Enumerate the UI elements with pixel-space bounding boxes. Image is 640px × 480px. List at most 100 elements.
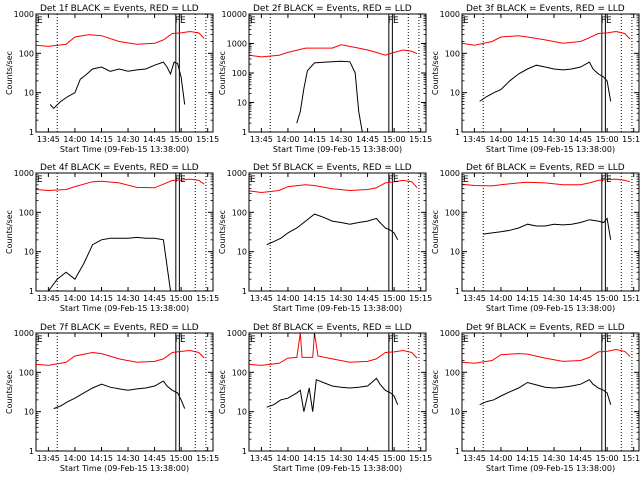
x-tick-label: 14:30 [543, 454, 566, 463]
marker-label: FE [601, 335, 612, 345]
y-tick-label: 1000 [440, 169, 460, 178]
x-tick-label: 14:45 [143, 294, 166, 303]
marker-label: FE [175, 335, 186, 345]
x-axis-label: Start Time (09-Feb-15 13:38:00) [273, 464, 402, 473]
y-tick-label: 1 [29, 447, 34, 456]
x-tick-label: 15:00 [383, 294, 406, 303]
panel-1: Det 1f BLACK = Events, RED = LLD E FE 13:45… [5, 4, 219, 154]
y-axis-label: Counts/sec [218, 51, 227, 95]
y-tick-label: 100 [232, 208, 247, 217]
y-tick-label: 1 [455, 447, 460, 456]
x-axis-label: Start Time (09-Feb-15 13:38:00) [60, 304, 189, 313]
marker-label: E [37, 175, 43, 185]
x-axis-label: Start Time (09-Feb-15 13:38:00) [486, 304, 615, 313]
chart-title: Det 7f BLACK = Events, RED = LLD [40, 323, 199, 333]
x-axis-label: Start Time (09-Feb-15 13:38:00) [486, 145, 615, 154]
x-tick-label: 14:15 [516, 454, 539, 463]
plot-frame [35, 332, 214, 452]
x-tick-label: 14:00 [276, 454, 299, 463]
y-tick-label: 10 [237, 99, 247, 108]
x-tick-label: 13:45 [37, 294, 60, 303]
panel-8: Det 8f BLACK = Events, RED = LLD E FE 13:45… [218, 323, 432, 473]
y-tick-label: 100 [232, 368, 247, 377]
x-tick-label: 14:00 [63, 135, 86, 144]
x-tick-label: 14:30 [543, 135, 566, 144]
x-tick-label: 13:45 [37, 135, 60, 144]
series-line-events [266, 377, 399, 412]
y-axis-label: Counts/sec [431, 51, 440, 95]
x-tick-label: 14:00 [63, 294, 86, 303]
x-tick-label: 13:45 [463, 135, 486, 144]
y-tick-label: 10 [24, 248, 34, 257]
series-line-lld [36, 178, 205, 192]
y-tick-label: 1000 [440, 329, 460, 338]
x-axis-label: Start Time (09-Feb-15 13:38:00) [273, 304, 402, 313]
plot-frame [461, 172, 640, 292]
x-tick-label: 14:30 [117, 135, 140, 144]
series-line-lld [36, 349, 205, 366]
x-tick-label: 14:45 [569, 135, 592, 144]
x-tick-label: 15:00 [170, 135, 193, 144]
y-tick-label: 1000 [14, 169, 34, 178]
y-axis-label: Counts/sec [5, 51, 14, 95]
y-tick-label: 10 [237, 408, 247, 417]
x-tick-label: 15:00 [170, 454, 193, 463]
x-tick-label: 13:45 [37, 454, 60, 463]
marker-label: FE [175, 175, 186, 185]
chart-title: Det 9f BLACK = Events, RED = LLD [466, 323, 625, 333]
y-axis-label: Counts/sec [431, 210, 440, 254]
y-tick-label: 100 [19, 208, 34, 217]
x-tick-label: 14:15 [90, 135, 113, 144]
marker-label: FE [601, 16, 612, 26]
x-tick-label: 14:30 [330, 135, 353, 144]
series-line-lld [249, 44, 418, 58]
panel-9: Det 9f BLACK = Events, RED = LLD E FE 13:45… [431, 323, 640, 473]
y-tick-label: 100 [445, 49, 460, 58]
plot-frame [461, 13, 640, 133]
y-tick-label: 1000 [227, 329, 247, 338]
y-tick-label: 10 [24, 89, 34, 98]
y-tick-label: 1 [242, 447, 247, 456]
series-line-lld [462, 30, 631, 46]
x-tick-label: 13:45 [463, 294, 486, 303]
x-tick-label: 14:45 [569, 454, 592, 463]
x-tick-label: 14:30 [330, 294, 353, 303]
x-tick-label: 15:00 [596, 294, 619, 303]
x-tick-label: 14:00 [489, 135, 512, 144]
x-tick-label: 14:15 [303, 135, 326, 144]
x-tick-label: 14:15 [516, 294, 539, 303]
series-line-events [47, 236, 171, 291]
chart-title: Det 5f BLACK = Events, RED = LLD [253, 163, 412, 173]
marker-label: E [463, 175, 469, 185]
x-tick-label: 15:15 [196, 135, 219, 144]
y-tick-label: 1 [29, 287, 34, 296]
series-line-events [53, 380, 186, 410]
x-tick-label: 13:45 [250, 454, 273, 463]
x-tick-label: 15:00 [383, 135, 406, 144]
y-tick-label: 1000 [440, 10, 460, 19]
plot-frame [35, 172, 214, 292]
x-tick-label: 14:15 [90, 294, 113, 303]
x-tick-label: 14:45 [356, 454, 379, 463]
x-tick-label: 14:30 [330, 454, 353, 463]
chart-title: Det 6f BLACK = Events, RED = LLD [466, 163, 625, 173]
chart-title: Det 8f BLACK = Events, RED = LLD [253, 323, 412, 333]
marker-label: E [250, 335, 256, 345]
chart-title: Det 1f BLACK = Events, RED = LLD [40, 4, 199, 14]
y-axis-label: Counts/sec [218, 370, 227, 414]
marker-label: E [250, 16, 256, 26]
x-axis-label: Start Time (09-Feb-15 13:38:00) [60, 464, 189, 473]
y-tick-label: 1 [29, 128, 34, 137]
series-line-events [266, 213, 399, 246]
series-line-lld [462, 348, 631, 364]
x-tick-label: 15:15 [622, 454, 640, 463]
y-tick-label: 1000 [227, 169, 247, 178]
x-axis-label: Start Time (09-Feb-15 13:38:00) [486, 464, 615, 473]
y-tick-label: 100 [19, 368, 34, 377]
x-tick-label: 14:15 [516, 135, 539, 144]
x-tick-label: 14:30 [117, 454, 140, 463]
y-tick-label: 1 [242, 287, 247, 296]
x-tick-label: 13:45 [250, 135, 273, 144]
x-tick-label: 14:45 [143, 135, 166, 144]
